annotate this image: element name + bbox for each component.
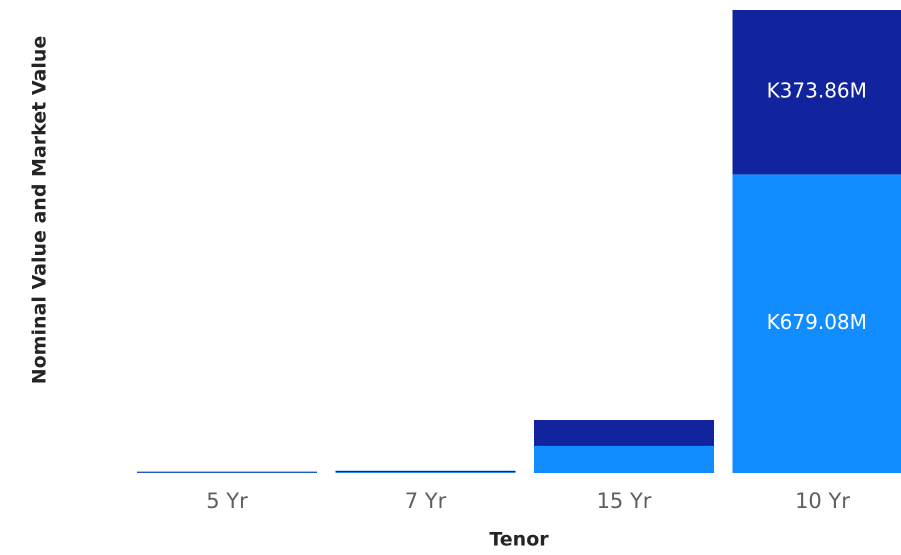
- bar-segment: [534, 420, 714, 446]
- x-tick-label: 15 Yr: [597, 489, 652, 513]
- value-label: K679.08M: [767, 310, 867, 334]
- bar-segment: [137, 471, 317, 473]
- x-axis-title: Tenor: [489, 529, 549, 551]
- x-tick-label: 5 Yr: [206, 489, 248, 513]
- y-axis-title: Nominal Value and Market Value: [29, 36, 51, 385]
- bar-segment: [534, 445, 714, 473]
- bar-segment: [335, 470, 516, 473]
- x-tick-label: 7 Yr: [405, 489, 447, 513]
- bar-segment: [335, 472, 516, 473]
- x-tick-label: 10 Yr: [795, 489, 850, 513]
- value-label: K373.86M: [767, 79, 867, 103]
- bar-segment: [732, 174, 901, 473]
- bar-segment: [732, 10, 901, 175]
